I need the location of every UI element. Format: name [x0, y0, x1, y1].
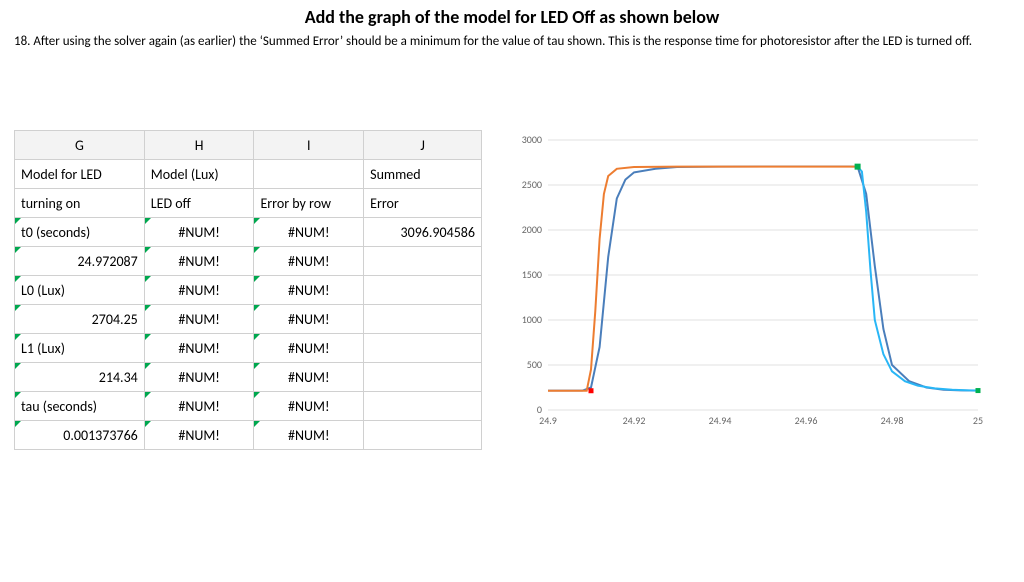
cell[interactable]: #NUM! [254, 218, 364, 247]
cell[interactable]: #NUM! [144, 247, 254, 276]
marker-red [589, 388, 594, 393]
cell[interactable]: #NUM! [144, 276, 254, 305]
cell[interactable]: #NUM! [144, 392, 254, 421]
svg-text:500: 500 [527, 358, 542, 371]
cell[interactable]: 214.34 [15, 363, 145, 392]
series-orange [548, 167, 858, 391]
header-cell: Model for LED [15, 160, 145, 189]
cell[interactable]: #NUM! [254, 305, 364, 334]
svg-text:24.94: 24.94 [709, 414, 732, 427]
cell[interactable]: 24.972087 [15, 247, 145, 276]
cell[interactable]: #NUM! [144, 218, 254, 247]
cell[interactable]: #NUM! [254, 334, 364, 363]
svg-text:25: 25 [973, 414, 983, 427]
header-cell: Error [364, 189, 482, 218]
cell[interactable] [364, 421, 482, 450]
marker-green [855, 164, 861, 170]
cell[interactable] [364, 276, 482, 305]
col-header-J: J [364, 131, 482, 160]
svg-text:2500: 2500 [522, 178, 542, 191]
cell[interactable] [364, 247, 482, 276]
cell[interactable]: #NUM! [144, 363, 254, 392]
svg-text:24.98: 24.98 [881, 414, 904, 427]
svg-text:1000: 1000 [522, 313, 542, 326]
cell[interactable]: #NUM! [144, 305, 254, 334]
svg-text:24.9: 24.9 [539, 414, 557, 427]
cell[interactable] [364, 392, 482, 421]
instruction-text: 18. After using the solver again (as ear… [14, 34, 1010, 50]
cell[interactable]: tau (seconds) [15, 392, 145, 421]
page-title: Add the graph of the model for LED Off a… [0, 6, 1024, 28]
cell[interactable] [364, 305, 482, 334]
header-cell: Model (Lux) [144, 160, 254, 189]
cell[interactable]: L1 (Lux) [15, 334, 145, 363]
cell[interactable]: #NUM! [254, 276, 364, 305]
svg-text:1500: 1500 [522, 268, 542, 281]
header-cell: LED off [144, 189, 254, 218]
cell[interactable]: #NUM! [144, 421, 254, 450]
cell[interactable] [364, 334, 482, 363]
cell[interactable]: 3096.904586 [364, 218, 482, 247]
cell[interactable]: #NUM! [254, 363, 364, 392]
col-header-I: I [254, 131, 364, 160]
spreadsheet-table: GHIJ Model for LEDModel (Lux) Summed turnin… [14, 130, 482, 450]
col-header-H: H [144, 131, 254, 160]
svg-text:3000: 3000 [522, 133, 542, 146]
header-cell: turning on [15, 189, 145, 218]
cell[interactable]: L0 (Lux) [15, 276, 145, 305]
header-cell [254, 160, 364, 189]
svg-text:24.96: 24.96 [795, 414, 818, 427]
cell[interactable]: t0 (seconds) [15, 218, 145, 247]
svg-text:2000: 2000 [522, 223, 542, 236]
content-row: GHIJ Model for LEDModel (Lux) Summed turnin… [0, 130, 1024, 450]
series-blue [548, 167, 978, 391]
cell[interactable]: #NUM! [254, 421, 364, 450]
svg-text:24.92: 24.92 [623, 414, 646, 427]
header-cell: Error by row [254, 189, 364, 218]
marker-green-end [976, 388, 981, 393]
col-header-G: G [15, 131, 145, 160]
cell[interactable]: #NUM! [254, 247, 364, 276]
cell[interactable]: #NUM! [254, 392, 364, 421]
led-off-chart: 05001000150020002500300024.924.9224.9424… [508, 130, 988, 430]
header-cell: Summed [364, 160, 482, 189]
cell[interactable] [364, 363, 482, 392]
cell[interactable]: #NUM! [144, 334, 254, 363]
cell[interactable]: 0.001373766 [15, 421, 145, 450]
cell[interactable]: 2704.25 [15, 305, 145, 334]
